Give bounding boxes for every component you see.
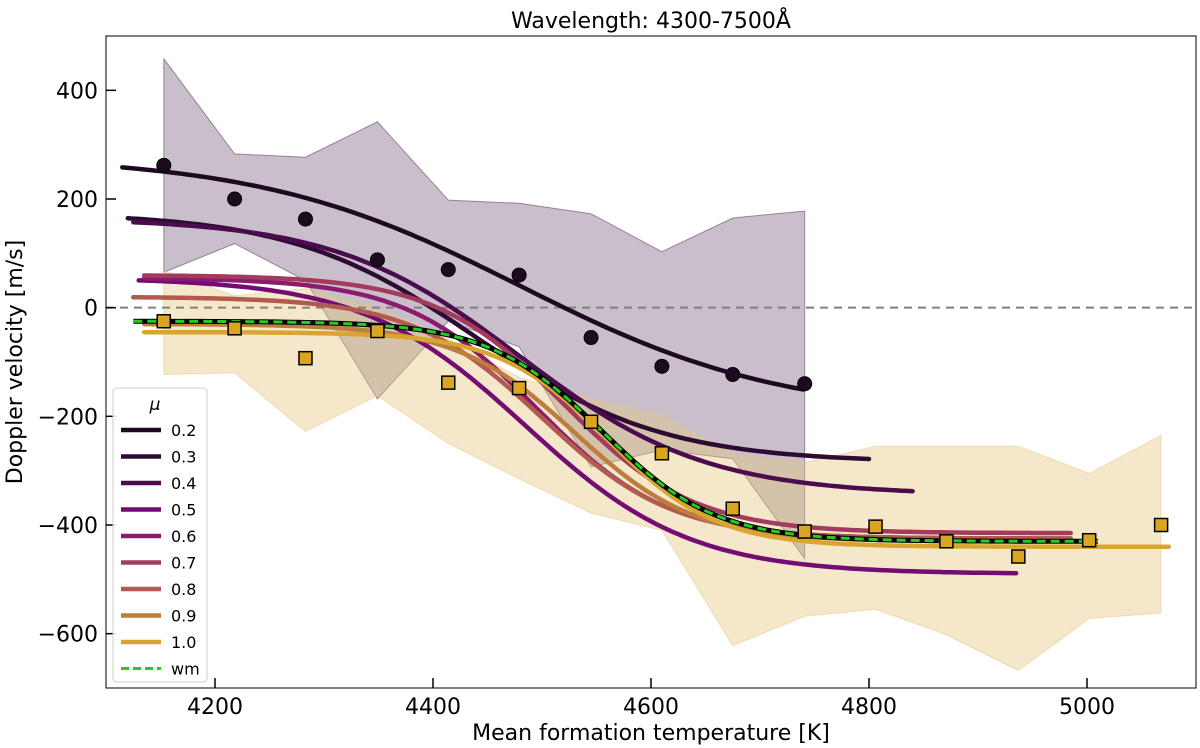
x-tick-label: 4200	[187, 695, 243, 720]
circle-point	[583, 330, 599, 346]
square-point	[1153, 517, 1169, 533]
circle-point	[297, 211, 313, 227]
series-line-mu-0-7	[141, 273, 1073, 536]
circle-point	[369, 252, 385, 268]
circle-point	[511, 267, 527, 283]
legend-label-0-6: 0.6	[171, 527, 196, 546]
y-tick-label: 400	[56, 79, 98, 104]
y-tick-label: −600	[38, 623, 98, 648]
chart-title: Wavelength: 4300-7500Å	[511, 7, 791, 34]
y-tick-label: 200	[56, 188, 98, 213]
spread-band-1	[163, 57, 806, 561]
series-line-mu-0-5	[136, 278, 1019, 576]
circle-point	[725, 366, 741, 382]
legend-label-0-3: 0.3	[171, 448, 196, 467]
legend-title: μ	[149, 395, 161, 415]
series-line-mu-0-8	[131, 295, 1073, 541]
square-point	[370, 323, 385, 339]
y-tick-label: −400	[38, 514, 98, 539]
series-line-mu-1-0	[141, 329, 1172, 549]
circle-point	[440, 262, 456, 278]
legend: μ 0.2 0.3 0.4 0.5 0.6 0.7 0.8 0.9 1.0 wm	[112, 387, 208, 683]
legend-label-0-2: 0.2	[171, 421, 196, 440]
square-point	[725, 501, 740, 516]
legend-label-0-5: 0.5	[171, 501, 196, 520]
y-tick-label: 0	[84, 297, 98, 322]
square-point	[583, 414, 599, 430]
legend-label-0-8: 0.8	[171, 580, 196, 599]
square-point	[1011, 549, 1026, 564]
circle-point	[654, 358, 670, 374]
square-point	[939, 534, 954, 549]
series-line-mu-0-4	[131, 219, 915, 494]
y-tick-label: −200	[38, 405, 98, 430]
legend-label-0-9: 0.9	[171, 607, 196, 626]
square-point	[298, 350, 313, 366]
circle-point	[227, 191, 243, 207]
circle-point	[156, 157, 172, 173]
x-tick-label: 4600	[623, 695, 679, 720]
square-point	[654, 446, 670, 461]
square-point	[156, 314, 172, 329]
square-point	[1081, 532, 1097, 548]
y-axis-label: Doppler velocity [m/s]	[3, 240, 28, 484]
square-point	[441, 375, 456, 390]
square-point	[868, 519, 883, 534]
series-line-wm	[133, 319, 1098, 543]
legend-label-0-4: 0.4	[171, 474, 196, 493]
series-line-mu-0-2	[120, 165, 806, 392]
square-point	[797, 524, 812, 539]
legend-label-wm: wm	[171, 660, 200, 679]
square-point	[227, 321, 242, 336]
x-tick-label: 4400	[405, 695, 461, 720]
square-point	[511, 380, 527, 396]
x-tick-label: 4800	[841, 695, 897, 720]
circle-point	[797, 376, 813, 392]
x-tick-label: 5000	[1059, 695, 1115, 720]
x-axis-label: Mean formation temperature [K]	[472, 721, 830, 746]
legend-label-0-7: 0.7	[171, 554, 196, 573]
legend-label-1-0: 1.0	[171, 633, 196, 652]
